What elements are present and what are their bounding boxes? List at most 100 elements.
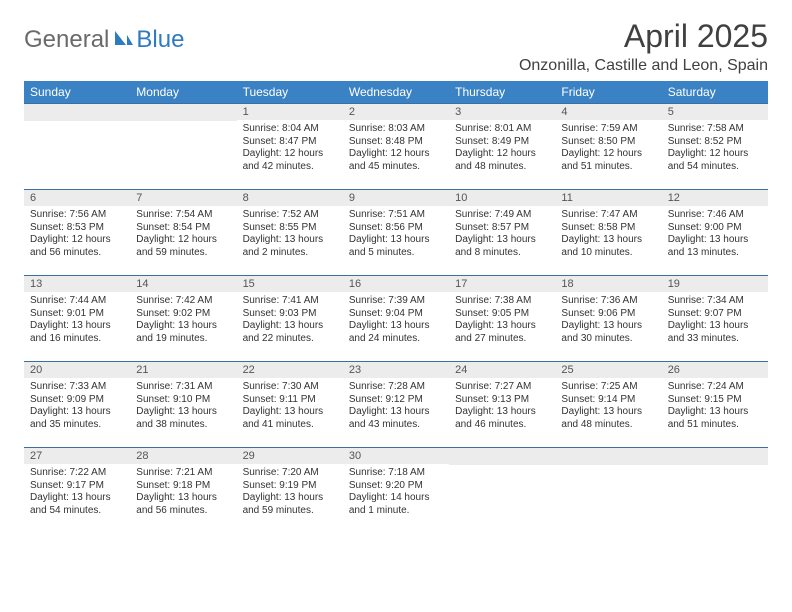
daylight-line: Daylight: 13 hours and 38 minutes. (136, 406, 230, 431)
day-number: 7 (130, 190, 236, 206)
daylight-line: Daylight: 13 hours and 13 minutes. (668, 234, 762, 259)
daylight-line: Daylight: 13 hours and 19 minutes. (136, 320, 230, 345)
calendar-day-cell: 22Sunrise: 7:30 AMSunset: 9:11 PMDayligh… (237, 362, 343, 448)
calendar-day-cell: 19Sunrise: 7:34 AMSunset: 9:07 PMDayligh… (662, 276, 768, 362)
calendar-week-row: 6Sunrise: 7:56 AMSunset: 8:53 PMDaylight… (24, 190, 768, 276)
calendar-week-row: 13Sunrise: 7:44 AMSunset: 9:01 PMDayligh… (24, 276, 768, 362)
sunset-line: Sunset: 9:07 PM (668, 308, 762, 321)
daylight-line: Daylight: 13 hours and 10 minutes. (561, 234, 655, 259)
daylight-line: Daylight: 14 hours and 1 minute. (349, 492, 443, 517)
daylight-line: Daylight: 13 hours and 8 minutes. (455, 234, 549, 259)
daylight-line: Daylight: 12 hours and 56 minutes. (30, 234, 124, 259)
day-number-bar (24, 104, 130, 121)
day-number: 13 (24, 276, 130, 292)
daylight-line: Daylight: 13 hours and 5 minutes. (349, 234, 443, 259)
daylight-line: Daylight: 12 hours and 42 minutes. (243, 148, 337, 173)
sunset-line: Sunset: 9:17 PM (30, 480, 124, 493)
sunrise-line: Sunrise: 7:52 AM (243, 209, 337, 222)
sunrise-line: Sunrise: 7:24 AM (668, 381, 762, 394)
daylight-line: Daylight: 13 hours and 51 minutes. (668, 406, 762, 431)
calendar-day-cell: 20Sunrise: 7:33 AMSunset: 9:09 PMDayligh… (24, 362, 130, 448)
calendar-day-cell: 30Sunrise: 7:18 AMSunset: 9:20 PMDayligh… (343, 448, 449, 534)
calendar-day-cell (130, 104, 236, 190)
calendar-day-cell: 18Sunrise: 7:36 AMSunset: 9:06 PMDayligh… (555, 276, 661, 362)
day-number: 21 (130, 362, 236, 378)
sunrise-line: Sunrise: 7:39 AM (349, 295, 443, 308)
sunset-line: Sunset: 9:19 PM (243, 480, 337, 493)
calendar-day-cell: 5Sunrise: 7:58 AMSunset: 8:52 PMDaylight… (662, 104, 768, 190)
calendar-day-cell: 21Sunrise: 7:31 AMSunset: 9:10 PMDayligh… (130, 362, 236, 448)
day-number: 14 (130, 276, 236, 292)
sunset-line: Sunset: 8:57 PM (455, 222, 549, 235)
sunrise-line: Sunrise: 7:56 AM (30, 209, 124, 222)
day-details: Sunrise: 7:33 AMSunset: 9:09 PMDaylight:… (24, 378, 130, 435)
calendar-day-cell (24, 104, 130, 190)
sunrise-line: Sunrise: 7:22 AM (30, 467, 124, 480)
day-number: 15 (237, 276, 343, 292)
sunset-line: Sunset: 8:53 PM (30, 222, 124, 235)
sunrise-line: Sunrise: 7:58 AM (668, 123, 762, 136)
sunset-line: Sunset: 9:10 PM (136, 394, 230, 407)
logo: General Blue (24, 18, 184, 54)
calendar-day-cell: 27Sunrise: 7:22 AMSunset: 9:17 PMDayligh… (24, 448, 130, 534)
calendar-day-cell: 24Sunrise: 7:27 AMSunset: 9:13 PMDayligh… (449, 362, 555, 448)
sunrise-line: Sunrise: 7:25 AM (561, 381, 655, 394)
daylight-line: Daylight: 12 hours and 48 minutes. (455, 148, 549, 173)
sunset-line: Sunset: 9:09 PM (30, 394, 124, 407)
weekday-header: Tuesday (237, 81, 343, 104)
day-number: 11 (555, 190, 661, 206)
calendar-day-cell: 16Sunrise: 7:39 AMSunset: 9:04 PMDayligh… (343, 276, 449, 362)
daylight-line: Daylight: 12 hours and 54 minutes. (668, 148, 762, 173)
sunrise-line: Sunrise: 7:54 AM (136, 209, 230, 222)
sunset-line: Sunset: 8:56 PM (349, 222, 443, 235)
sunset-line: Sunset: 9:06 PM (561, 308, 655, 321)
day-details: Sunrise: 7:51 AMSunset: 8:56 PMDaylight:… (343, 206, 449, 263)
sunset-line: Sunset: 9:05 PM (455, 308, 549, 321)
daylight-line: Daylight: 13 hours and 33 minutes. (668, 320, 762, 345)
day-number: 19 (662, 276, 768, 292)
daylight-line: Daylight: 13 hours and 56 minutes. (136, 492, 230, 517)
day-details: Sunrise: 8:04 AMSunset: 8:47 PMDaylight:… (237, 120, 343, 177)
header: General Blue April 2025 Onzonilla, Casti… (24, 18, 768, 75)
day-details: Sunrise: 7:44 AMSunset: 9:01 PMDaylight:… (24, 292, 130, 349)
logo-text-blue: Blue (136, 26, 184, 54)
calendar-day-cell: 23Sunrise: 7:28 AMSunset: 9:12 PMDayligh… (343, 362, 449, 448)
day-number: 20 (24, 362, 130, 378)
weekday-header: Friday (555, 81, 661, 104)
sunrise-line: Sunrise: 7:21 AM (136, 467, 230, 480)
calendar-day-cell (449, 448, 555, 534)
daylight-line: Daylight: 13 hours and 43 minutes. (349, 406, 443, 431)
day-number: 26 (662, 362, 768, 378)
sunset-line: Sunset: 8:52 PM (668, 136, 762, 149)
day-number: 24 (449, 362, 555, 378)
day-number-bar (449, 448, 555, 465)
sunrise-line: Sunrise: 7:27 AM (455, 381, 549, 394)
calendar-body: 1Sunrise: 8:04 AMSunset: 8:47 PMDaylight… (24, 104, 768, 534)
day-details: Sunrise: 7:52 AMSunset: 8:55 PMDaylight:… (237, 206, 343, 263)
calendar-day-cell: 26Sunrise: 7:24 AMSunset: 9:15 PMDayligh… (662, 362, 768, 448)
location: Onzonilla, Castille and Leon, Spain (519, 57, 768, 75)
day-details: Sunrise: 7:20 AMSunset: 9:19 PMDaylight:… (237, 464, 343, 521)
sunset-line: Sunset: 8:58 PM (561, 222, 655, 235)
calendar-day-cell: 25Sunrise: 7:25 AMSunset: 9:14 PMDayligh… (555, 362, 661, 448)
sunrise-line: Sunrise: 7:51 AM (349, 209, 443, 222)
daylight-line: Daylight: 13 hours and 46 minutes. (455, 406, 549, 431)
day-number: 4 (555, 104, 661, 120)
day-details: Sunrise: 7:25 AMSunset: 9:14 PMDaylight:… (555, 378, 661, 435)
calendar-day-cell: 28Sunrise: 7:21 AMSunset: 9:18 PMDayligh… (130, 448, 236, 534)
day-number-bar (555, 448, 661, 465)
daylight-line: Daylight: 13 hours and 2 minutes. (243, 234, 337, 259)
day-number: 18 (555, 276, 661, 292)
day-number: 12 (662, 190, 768, 206)
month-title: April 2025 (519, 18, 768, 55)
day-details: Sunrise: 7:22 AMSunset: 9:17 PMDaylight:… (24, 464, 130, 521)
daylight-line: Daylight: 13 hours and 35 minutes. (30, 406, 124, 431)
day-details: Sunrise: 7:47 AMSunset: 8:58 PMDaylight:… (555, 206, 661, 263)
sunset-line: Sunset: 9:04 PM (349, 308, 443, 321)
day-details: Sunrise: 7:21 AMSunset: 9:18 PMDaylight:… (130, 464, 236, 521)
calendar-day-cell: 2Sunrise: 8:03 AMSunset: 8:48 PMDaylight… (343, 104, 449, 190)
calendar-day-cell: 9Sunrise: 7:51 AMSunset: 8:56 PMDaylight… (343, 190, 449, 276)
title-block: April 2025 Onzonilla, Castille and Leon,… (519, 18, 768, 75)
sunrise-line: Sunrise: 7:38 AM (455, 295, 549, 308)
sunrise-line: Sunrise: 7:18 AM (349, 467, 443, 480)
